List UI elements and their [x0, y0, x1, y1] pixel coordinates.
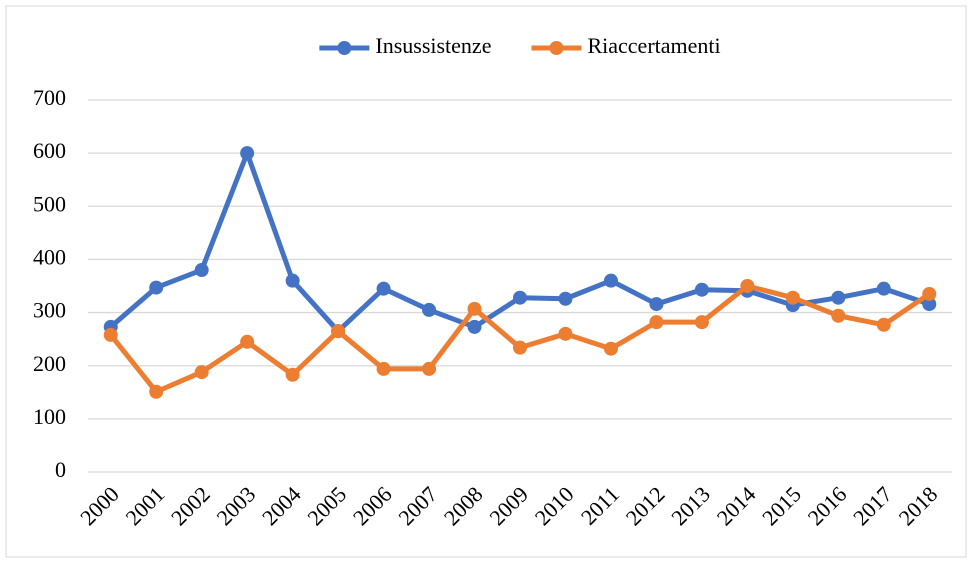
series-marker: [649, 315, 664, 330]
series-marker: [149, 384, 164, 399]
series-marker: [376, 361, 391, 376]
series-marker: [649, 297, 664, 312]
y-tick-label: 300: [33, 298, 66, 323]
series-marker: [240, 334, 255, 349]
series-marker: [831, 290, 846, 305]
series-marker: [194, 263, 209, 278]
series-marker: [103, 327, 118, 342]
series-marker: [467, 301, 482, 316]
series-marker: [422, 361, 437, 376]
series-marker: [922, 286, 937, 301]
y-tick-label: 600: [33, 138, 66, 163]
series-marker: [922, 297, 937, 312]
series-marker: [785, 290, 800, 305]
series-marker: [285, 273, 300, 288]
series-marker: [876, 281, 891, 296]
chart-frame: [5, 5, 967, 558]
series-marker: [285, 367, 300, 382]
series-marker: [603, 341, 618, 356]
legend-label: Insussistenze: [375, 33, 491, 58]
series-marker: [558, 326, 573, 341]
series-marker: [149, 280, 164, 295]
series-marker: [513, 290, 527, 305]
series-marker: [467, 319, 482, 334]
series-marker: [694, 315, 709, 330]
legend-label: Riaccertamenti: [587, 33, 720, 58]
series-marker: [240, 146, 255, 161]
series-marker: [331, 324, 346, 339]
y-tick-label: 200: [33, 351, 66, 376]
series-marker: [831, 308, 846, 323]
legend: Insussistenze Riaccertamenti: [319, 33, 721, 58]
series-marker: [740, 279, 755, 293]
y-tick-label: 500: [33, 191, 66, 216]
series-marker: [694, 282, 709, 297]
series-marker: [422, 302, 437, 317]
series-marker: [558, 291, 573, 306]
y-tick-label: 700: [33, 85, 66, 110]
series-marker: [603, 273, 618, 288]
series-marker: [513, 340, 527, 355]
series-marker: [194, 365, 209, 380]
y-tick-label: 100: [33, 404, 66, 429]
y-tick-label: 400: [33, 244, 66, 269]
series-marker: [376, 281, 391, 296]
legend-marker: [337, 41, 352, 55]
y-tick-label: 0: [55, 457, 66, 482]
legend-marker: [549, 41, 564, 55]
series-marker: [876, 317, 891, 332]
